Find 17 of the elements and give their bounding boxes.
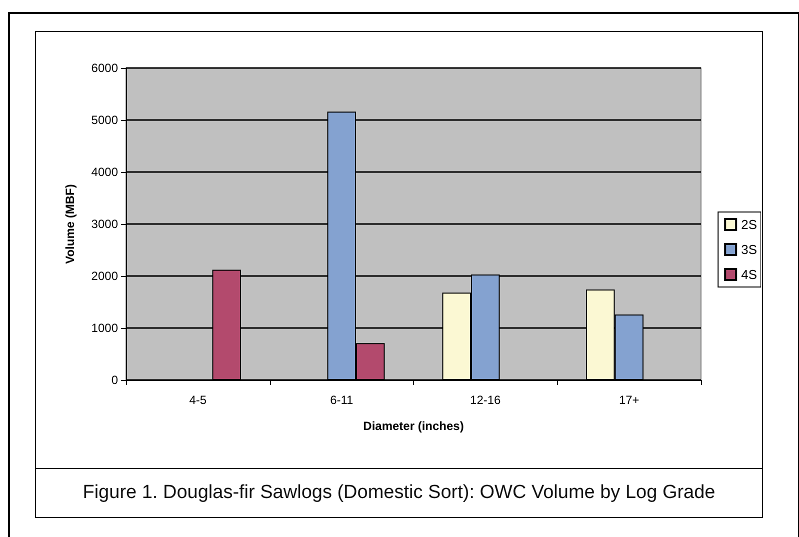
x-tick-label: 4-5: [189, 393, 207, 407]
legend-label: 2S: [741, 217, 758, 232]
legend-label: 4S: [741, 267, 758, 282]
x-tick-label: 17+: [618, 393, 640, 407]
y-tick-label: 3000: [91, 217, 118, 231]
x-tick-label: 6-11: [330, 393, 354, 407]
legend-label: 3S: [741, 242, 758, 257]
y-tick-label: 4000: [91, 165, 118, 179]
y-tick-label: 2000: [91, 269, 118, 283]
x-tick-label: 12-16: [470, 393, 502, 407]
y-axis-title: Volume (MBF): [63, 184, 77, 264]
y-tick-label: 0: [111, 373, 118, 387]
text: Figure 1. Douglas-fir Sawlogs (Domestic Sort): OWC Volume by Log Grade: [35, 468, 763, 518]
x-axis-title: Diameter (inches): [363, 419, 464, 433]
y-tick-label: 6000: [91, 61, 118, 75]
y-tick-label: 5000: [91, 113, 118, 127]
y-tick-label: 1000: [91, 321, 118, 335]
